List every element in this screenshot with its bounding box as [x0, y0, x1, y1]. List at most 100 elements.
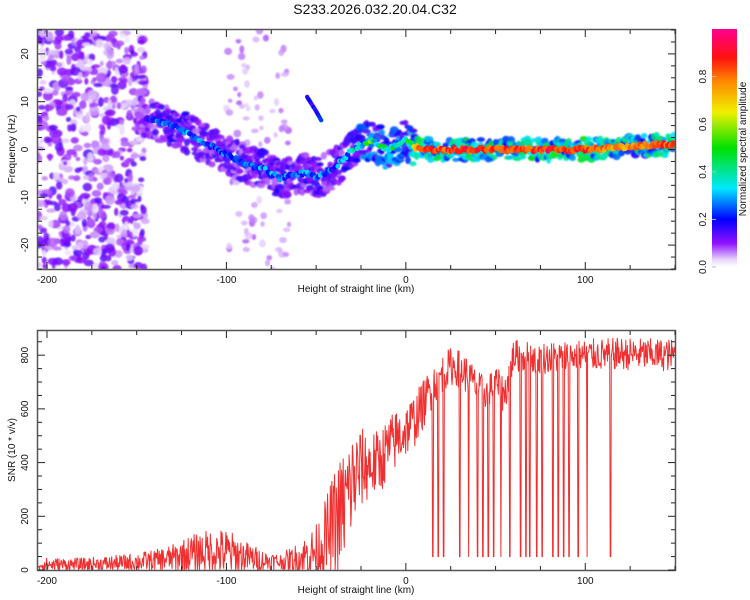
- y-tick-label: 600: [20, 400, 31, 417]
- spectrogram-cell: [66, 55, 72, 66]
- spectrogram-cell: [81, 218, 87, 228]
- spectrogram-cell: [269, 108, 276, 114]
- spectrogram-cell: [73, 249, 84, 257]
- spectrogram-cell: [55, 181, 63, 190]
- spectrogram-cell: [38, 105, 46, 110]
- spectrogram-cell: [408, 128, 418, 134]
- spectrogram-cell: [99, 137, 110, 145]
- spectrogram-cell: [119, 79, 129, 84]
- spectrogram-cell: [81, 239, 89, 250]
- spectrogram-cell: [67, 202, 78, 213]
- spectrogram-cell: [224, 47, 233, 56]
- spectrogram-cell: [133, 261, 143, 269]
- spectrogram-cell: [80, 92, 90, 102]
- spectrogram-cell: [54, 203, 61, 212]
- spectrogram-cell: [191, 127, 200, 136]
- spectrogram-cell: [240, 220, 248, 226]
- spectrogram-cell: [77, 59, 85, 68]
- spectrogram-cell: [132, 213, 143, 219]
- spectrogram-cell: [92, 77, 97, 82]
- spectrogram-cell: [278, 125, 285, 133]
- spectrogram-cell: [145, 105, 151, 114]
- spectrogram-cell: [41, 249, 47, 257]
- spectrogram-cell: [124, 100, 134, 107]
- spectrogram-cell: [106, 33, 115, 40]
- spectrogram-cell: [101, 115, 111, 125]
- spectrogram-cell: [137, 237, 143, 244]
- spectrogram-cell: [219, 135, 225, 140]
- spectrogram-cell: [54, 142, 64, 152]
- spectrogram-cell: [259, 125, 264, 131]
- spectrogram-cell: [105, 61, 113, 69]
- spectrogram-cell: [65, 220, 71, 227]
- spectrogram-cell: [42, 263, 48, 269]
- spectrogram-cell: [104, 194, 116, 205]
- spectrogram-cell: [79, 125, 87, 133]
- spectrogram-cell: [214, 129, 221, 134]
- snr-frame: [36, 329, 677, 572]
- spectrogram-cell: [236, 100, 243, 106]
- spectrogram-cell: [452, 157, 460, 162]
- spectrogram-cell: [273, 132, 278, 138]
- spectrogram-cell: [134, 63, 140, 74]
- spectrogram-cell: [259, 239, 266, 248]
- spectrogram-cell: [50, 133, 61, 144]
- spectrogram-cell: [43, 88, 53, 94]
- spectrogram-cell: [327, 186, 336, 191]
- spectrogram-cell: [63, 153, 72, 161]
- spectrogram-cell: [257, 91, 264, 99]
- spectrogram-cell: [176, 137, 186, 143]
- spectrogram-cell: [61, 138, 70, 144]
- spectrogram-cell: [38, 142, 42, 147]
- spectrogram-cell: [41, 256, 47, 264]
- spectrogram-cell: [235, 168, 244, 174]
- spectrogram-cell: [265, 259, 271, 267]
- spectrogram-cell: [276, 208, 283, 214]
- spectrogram-cell: [114, 207, 119, 217]
- spectrogram-cell: [114, 173, 124, 183]
- x-tick-label: 100: [577, 275, 594, 286]
- spectrogram-cell: [124, 46, 129, 55]
- spectrogram-cell: [54, 30, 65, 37]
- spectrogram-cell: [64, 249, 72, 256]
- spectrogram-cell: [89, 102, 99, 108]
- spectrogram-cell: [313, 156, 323, 162]
- spectrogram-ylabel: Frequency (Hz): [7, 115, 18, 184]
- spectrogram-cell: [316, 162, 324, 167]
- spectrogram-cell: [300, 152, 310, 158]
- spectrogram-cell: [62, 75, 73, 84]
- spectrogram-cell: [405, 156, 411, 165]
- spectrogram-cell: [91, 190, 102, 197]
- spectrogram-cell: [137, 88, 148, 95]
- spectrogram-cell: [51, 89, 59, 96]
- spectrogram-cell: [38, 115, 43, 124]
- spectrogram-cell: [124, 177, 129, 184]
- spectrogram-cell: [52, 246, 62, 251]
- spectrogram-cell: [274, 189, 281, 194]
- spectrogram-cell: [106, 49, 115, 60]
- spectrogram-cell: [274, 98, 280, 106]
- spectrogram-cell: [39, 215, 48, 221]
- spectrogram-cell: [43, 115, 50, 121]
- spectrogram-cell: [242, 239, 250, 244]
- spectrogram-cell: [208, 161, 216, 168]
- spectrogram-cell: [264, 178, 271, 186]
- spectrogram-cell: [105, 227, 115, 235]
- snr-ticks: -200 -100 0 100 0 200 400 600 800: [20, 331, 676, 587]
- spectrogram-cell: [88, 217, 94, 226]
- spectrogram-cell: [284, 140, 291, 146]
- spectrogram-cell: [41, 176, 48, 181]
- spectrogram-cell: [284, 199, 292, 205]
- spectrogram-cell: [123, 57, 131, 65]
- spectrogram-cell: [239, 45, 245, 54]
- spectrogram-cell: [52, 82, 60, 90]
- spectrogram-cell: [56, 109, 68, 116]
- spectrogram-cell: [127, 76, 133, 87]
- spectrogram-cell: [139, 55, 145, 60]
- spectrogram-cell: [280, 72, 289, 77]
- spectrogram-cell: [491, 154, 498, 160]
- snr-panel: -200 -100 0 100 0 200 400 600 800 Height of stra…: [7, 329, 677, 596]
- spectrogram-cell: [63, 165, 74, 173]
- x-tick-label: -200: [37, 576, 57, 587]
- spectrogram-cell: [286, 221, 292, 228]
